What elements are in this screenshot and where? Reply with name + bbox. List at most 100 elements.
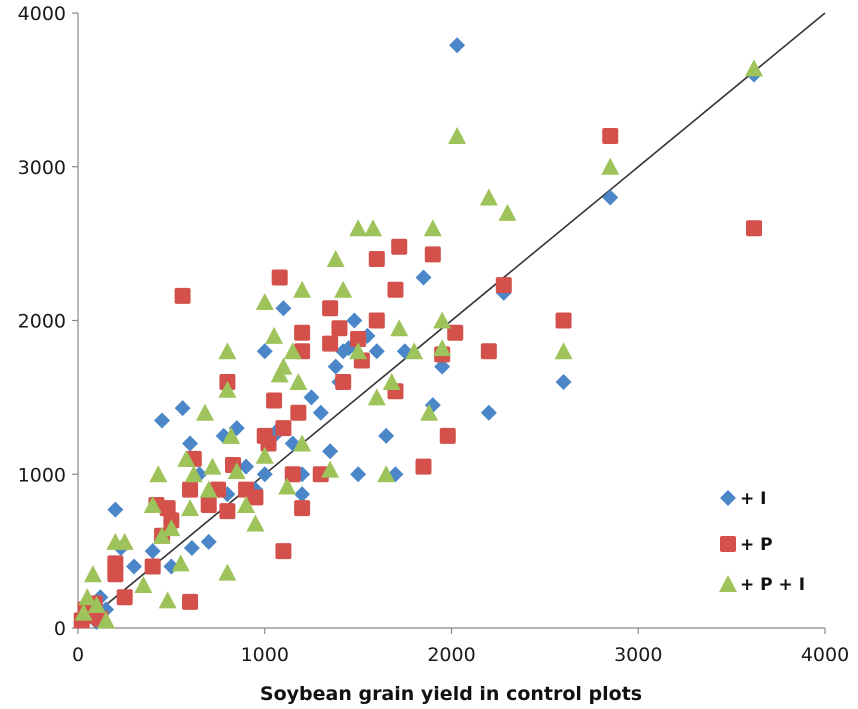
x-tick-label: 2000 xyxy=(427,644,475,666)
data-point xyxy=(115,532,134,550)
data-point xyxy=(200,533,217,550)
data-point xyxy=(293,280,312,298)
data-point xyxy=(327,358,344,375)
data-point xyxy=(479,188,498,206)
data-point xyxy=(238,458,255,475)
data-point xyxy=(294,324,311,341)
x-tick-label: 0 xyxy=(72,644,84,666)
data-point xyxy=(346,312,363,329)
data-point xyxy=(364,219,383,237)
data-point xyxy=(289,373,308,390)
data-point xyxy=(74,603,93,621)
data-point xyxy=(377,465,396,483)
data-point xyxy=(195,403,214,421)
data-point xyxy=(154,412,171,429)
data-point xyxy=(294,500,311,517)
data-point xyxy=(227,462,246,480)
data-point xyxy=(423,219,442,237)
legend-label: + P + I xyxy=(740,575,805,595)
data-point xyxy=(218,563,237,581)
data-point xyxy=(199,480,218,498)
data-point xyxy=(237,496,256,513)
data-point xyxy=(555,374,572,390)
data-points xyxy=(73,37,764,630)
data-point xyxy=(182,593,199,610)
data-point xyxy=(434,358,451,375)
data-point xyxy=(378,427,395,444)
data-point xyxy=(222,426,241,444)
data-point xyxy=(350,466,367,483)
data-point xyxy=(448,127,467,144)
data-point xyxy=(433,311,452,329)
data-point xyxy=(256,466,273,483)
data-point xyxy=(158,591,177,609)
x-tick-label: 3000 xyxy=(614,644,662,666)
legend: + I + P + P + I xyxy=(719,489,805,595)
data-point xyxy=(322,443,339,460)
data-point xyxy=(247,489,264,506)
data-point xyxy=(480,343,497,360)
data-point xyxy=(200,497,217,513)
data-point xyxy=(368,251,385,267)
data-point xyxy=(390,319,409,337)
data-point xyxy=(246,514,265,532)
data-point xyxy=(275,300,292,317)
data-point xyxy=(367,388,386,406)
reference-line-group xyxy=(77,12,826,629)
data-point xyxy=(322,300,339,317)
legend-marker xyxy=(719,575,737,592)
data-point xyxy=(368,343,385,360)
data-point xyxy=(350,330,367,347)
data-point xyxy=(405,342,424,360)
series-diamond xyxy=(75,37,763,630)
data-point xyxy=(745,59,764,77)
data-point xyxy=(97,611,116,629)
series-triangle xyxy=(74,59,764,629)
data-point xyxy=(83,565,102,583)
data-point xyxy=(219,503,236,520)
data-point xyxy=(256,343,273,360)
data-point xyxy=(177,449,196,467)
data-point xyxy=(746,220,763,237)
data-point xyxy=(602,128,619,144)
data-point xyxy=(601,157,620,175)
data-point xyxy=(265,326,284,344)
data-point xyxy=(495,277,512,294)
x-axis-label: Soybean grain yield in control plots xyxy=(260,683,642,705)
data-point xyxy=(322,335,339,352)
legend-marker xyxy=(720,490,736,506)
data-point xyxy=(116,589,133,606)
data-point xyxy=(331,320,348,337)
data-point xyxy=(498,203,517,221)
legend-marker xyxy=(720,536,736,552)
data-point xyxy=(335,374,352,390)
data-point xyxy=(274,357,293,375)
data-point xyxy=(271,269,288,286)
data-point xyxy=(433,339,452,357)
data-point xyxy=(260,435,277,452)
data-point xyxy=(449,37,466,54)
data-point xyxy=(143,496,162,513)
y-tick-label: 4000 xyxy=(18,3,66,25)
data-point xyxy=(181,499,200,517)
data-point xyxy=(134,575,153,593)
data-point xyxy=(171,554,190,572)
data-point xyxy=(415,269,432,286)
data-point xyxy=(382,373,401,390)
data-point xyxy=(144,558,161,575)
data-point xyxy=(162,519,181,537)
data-point xyxy=(283,342,302,360)
data-point xyxy=(87,595,106,613)
data-point xyxy=(326,250,345,267)
data-point xyxy=(126,558,143,575)
data-point xyxy=(294,486,311,503)
data-point xyxy=(144,543,161,560)
data-point xyxy=(184,465,203,483)
data-point xyxy=(266,392,283,409)
data-point xyxy=(182,481,199,498)
data-point xyxy=(424,246,441,263)
y-tick-label: 0 xyxy=(54,618,66,640)
data-point xyxy=(293,434,312,452)
data-point xyxy=(149,465,168,483)
